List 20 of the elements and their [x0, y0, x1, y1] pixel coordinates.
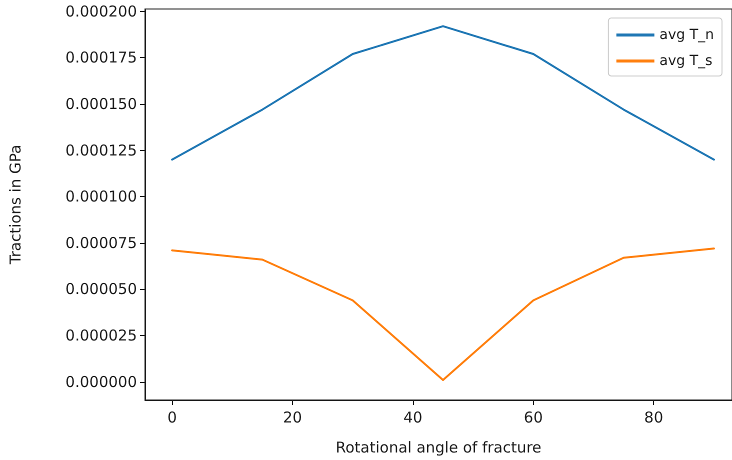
line-series [171, 247, 715, 381]
x-tick-label: 40 [403, 408, 422, 426]
legend-label: avg T_n [659, 27, 714, 43]
y-tick-label: 0.000175 [65, 48, 137, 67]
y-tick-label: 0.000150 [65, 95, 137, 114]
y-tick-label: 0.000025 [65, 326, 137, 345]
x-tick-label: 60 [524, 408, 543, 426]
x-tick-label: 80 [644, 408, 664, 426]
y-tick-label: 0.000000 [65, 372, 137, 391]
legend-label: avg T_s [659, 53, 712, 69]
y-tick-label: 0.000100 [65, 188, 137, 206]
y-tick-label: 0.000075 [65, 234, 137, 252]
y-tick-label: 0.000200 [65, 2, 137, 20]
y-tick-label: 0.000125 [65, 141, 137, 160]
x-tick-label: 20 [282, 408, 302, 426]
y-axis-title: Tractions in GPa [6, 144, 24, 266]
y-tick-label: 0.000050 [65, 280, 137, 298]
x-axis-title: Rotational angle of fracture [336, 438, 542, 456]
line-series [171, 25, 715, 161]
x-tick-label: 0 [167, 408, 177, 426]
